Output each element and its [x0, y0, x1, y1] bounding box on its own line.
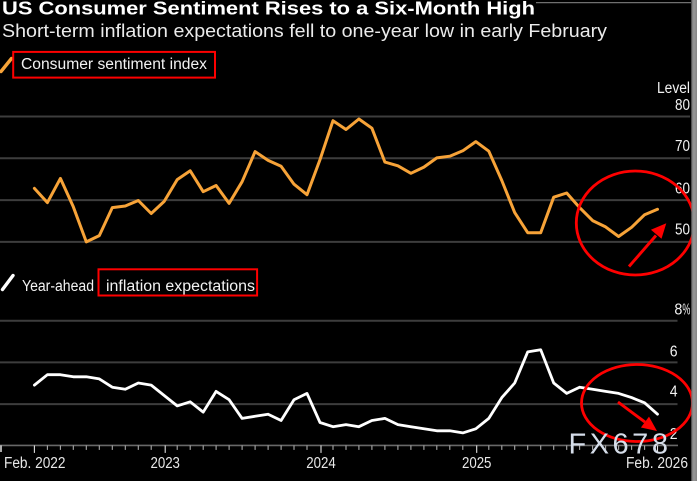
svg-text:Year-ahead: Year-ahead	[22, 278, 94, 295]
svg-text:2: 2	[670, 426, 678, 443]
svg-text:Feb. 2026: Feb. 2026	[626, 455, 688, 472]
svg-text:4: 4	[670, 384, 678, 401]
svg-text:6: 6	[670, 344, 678, 361]
svg-text:US Consumer Sentiment Rises to: US Consumer Sentiment Rises to a Six-Mon…	[2, 0, 535, 18]
svg-text:Feb. 2022: Feb. 2022	[4, 455, 66, 472]
svg-text:FX678: FX678	[569, 429, 672, 461]
svg-text:80: 80	[675, 97, 690, 114]
svg-text:2023: 2023	[150, 455, 180, 472]
svg-text:8: 8	[674, 302, 682, 319]
svg-text:50: 50	[675, 222, 690, 239]
svg-text:2024: 2024	[306, 455, 336, 472]
svg-text:%: %	[682, 302, 690, 319]
svg-text:2025: 2025	[462, 455, 492, 472]
svg-text:inflation expectations: inflation expectations	[106, 278, 255, 295]
svg-text:60: 60	[675, 181, 690, 198]
svg-text:70: 70	[675, 138, 690, 155]
svg-text:Short-term inflation expectati: Short-term inflation expectations fell t…	[2, 20, 608, 41]
svg-text:Consumer sentiment index: Consumer sentiment index	[21, 56, 207, 73]
svg-text:Level: Level	[657, 80, 690, 97]
